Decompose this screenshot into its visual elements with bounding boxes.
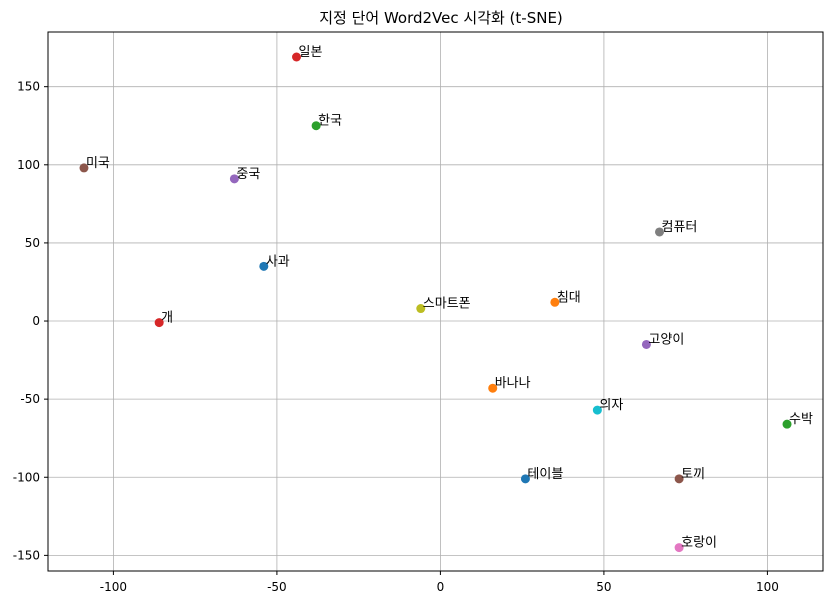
point-label: 의자 <box>599 398 623 413</box>
point-label: 고양이 <box>648 332 684 347</box>
scatter-point <box>520 474 530 484</box>
x-tick-label: 50 <box>596 580 611 594</box>
scatter-point <box>416 304 426 314</box>
scatter-point <box>550 297 560 307</box>
scatter-point <box>641 339 651 349</box>
x-tick-label: 0 <box>437 580 445 594</box>
point-label: 개 <box>161 311 173 326</box>
point-label: 테이블 <box>527 467 563 482</box>
point-label: 한국 <box>318 114 342 129</box>
y-tick-label: 50 <box>25 236 40 250</box>
y-tick-label: 150 <box>17 80 40 94</box>
y-tick-label: 0 <box>32 314 40 328</box>
scatter-point <box>292 52 302 62</box>
point-label: 미국 <box>86 156 110 171</box>
plot-area-frame <box>47 31 824 572</box>
y-tick-label: 100 <box>17 158 40 172</box>
axis-ticks: -100 -50 0 50 100 -150 -100 -50 0 50 100 150 <box>13 80 779 594</box>
x-tick-label: -50 <box>267 580 287 594</box>
y-tick-label: -100 <box>13 470 40 484</box>
point-label: 스마트폰 <box>423 297 471 312</box>
point-label: 호랑이 <box>681 536 717 551</box>
scatter-point <box>311 121 321 131</box>
scatter-point <box>229 174 239 184</box>
point-label: 사과 <box>266 254 290 269</box>
scatter-point <box>782 419 792 429</box>
scatter-point <box>259 261 269 271</box>
scatter-point <box>674 474 684 484</box>
scatter-point <box>592 405 602 415</box>
scatter-point <box>488 383 498 393</box>
point-label: 침대 <box>557 290 581 305</box>
point-label: 토끼 <box>681 467 705 482</box>
scatter-point <box>154 318 164 328</box>
scatter-point <box>674 543 684 553</box>
y-tick-label: -50 <box>20 392 40 406</box>
grid-lines <box>48 32 823 571</box>
point-label: 중국 <box>236 167 260 182</box>
y-tick-label: -150 <box>13 548 40 562</box>
point-label: 수박 <box>789 412 813 427</box>
scatter-point <box>654 227 664 237</box>
chart-title: 지정 단어 Word2Vec 시각화 (t-SNE) <box>319 9 563 27</box>
x-tick-label: -100 <box>100 580 127 594</box>
point-label: 컴퓨터 <box>661 220 697 235</box>
scatter-point <box>79 163 89 173</box>
point-label: 바나나 <box>495 376 531 391</box>
point-label: 일본 <box>299 45 323 60</box>
x-tick-label: 100 <box>756 580 779 594</box>
